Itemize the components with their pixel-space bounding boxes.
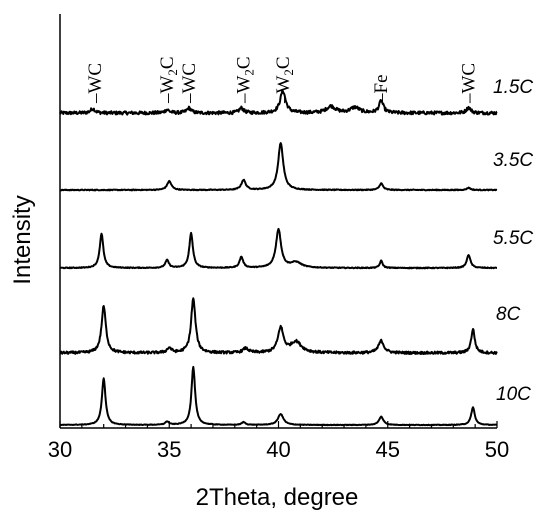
series-label: 8C — [496, 304, 521, 325]
series-label: 10C — [496, 384, 531, 405]
peak-annotation-label: –Fe — [371, 75, 392, 105]
series-line-3.5C — [59, 142, 498, 192]
peak-annotations: –WC–W2C–WC–W2C–W2C–Fe–WC — [85, 56, 480, 104]
axes: 30 35 40 45 50 — [48, 14, 509, 462]
x-tick-label: 50 — [485, 437, 509, 462]
series-label: 3.5C — [493, 150, 533, 171]
y-axis-title: Intensity — [9, 195, 36, 284]
peak-annotation-label: –WC — [179, 63, 200, 104]
series-group: 1.5C 3.5C 5.5C 8C 10C — [59, 77, 533, 427]
series-label: 5.5C — [493, 228, 533, 249]
series-line-1.5C — [59, 88, 498, 116]
x-tick-label: 45 — [376, 437, 400, 462]
peak-annotation: –W2C — [157, 56, 180, 104]
x-axis-title: 2Theta, degree — [196, 484, 359, 511]
peak-annotation: –WC — [459, 63, 480, 104]
peak-annotation: –Fe — [371, 75, 392, 105]
series-line-5.5C — [59, 227, 498, 270]
series-line-10C — [59, 365, 498, 427]
peak-annotation: –W2C — [234, 56, 257, 104]
x-tick-label: 35 — [157, 437, 181, 462]
series-label: 1.5C — [493, 77, 533, 98]
series-line-8C — [59, 297, 498, 355]
peak-annotation-label: –W2C — [234, 56, 257, 104]
peak-annotation-label: –WC — [85, 63, 106, 104]
x-tick-label: 40 — [266, 437, 290, 462]
peak-annotation-label: –W2C — [273, 56, 296, 104]
peak-annotation-label: –WC — [459, 63, 480, 104]
peak-annotation: –W2C — [273, 56, 296, 104]
peak-annotation: –WC — [85, 63, 106, 104]
x-tick-label: 30 — [48, 437, 72, 462]
peak-annotation: –WC — [179, 63, 200, 104]
peak-annotation-label: –W2C — [157, 56, 180, 104]
